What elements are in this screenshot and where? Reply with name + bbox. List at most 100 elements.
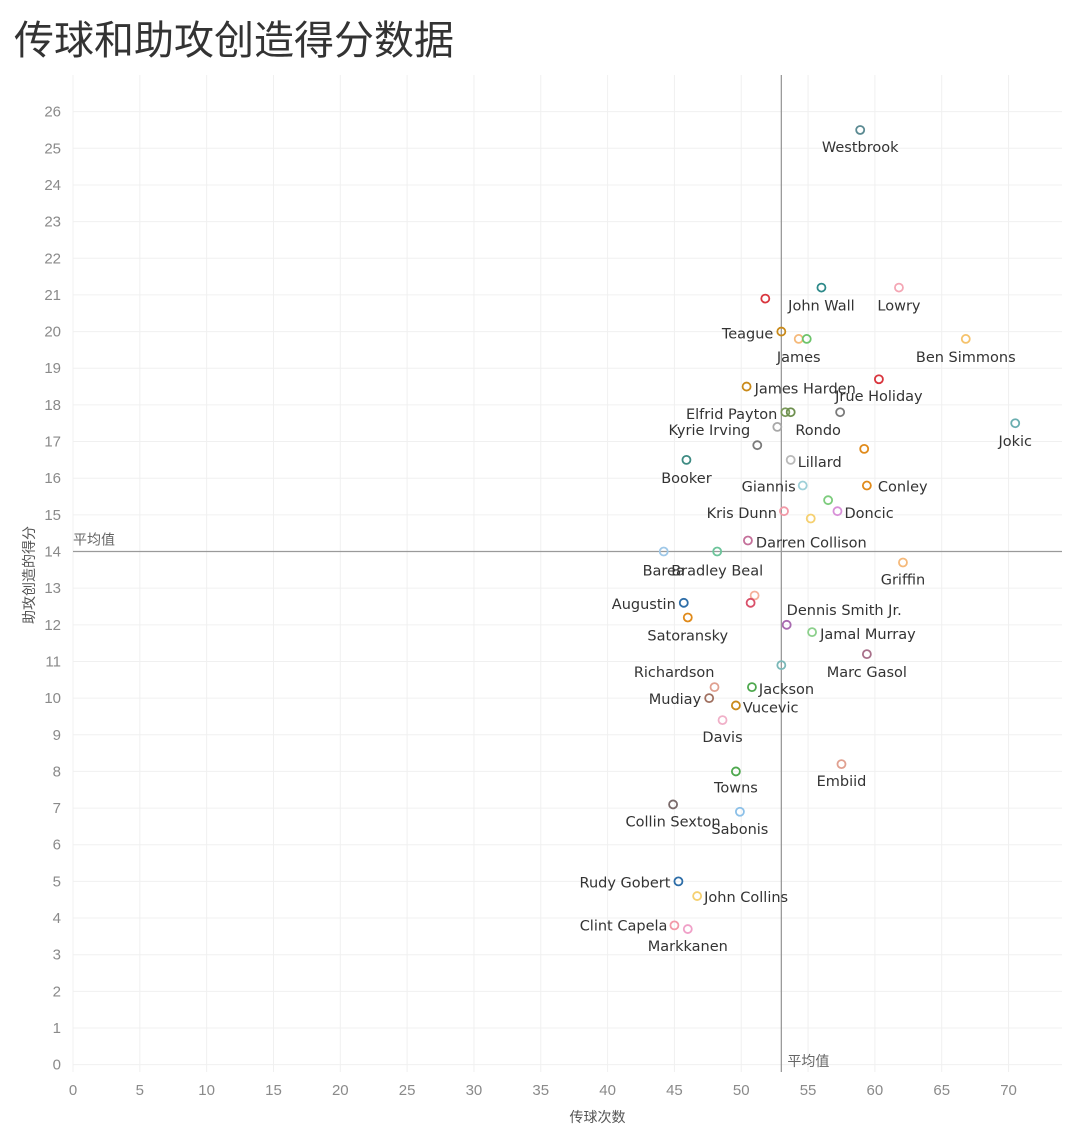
x-tick-label: 70	[1000, 1082, 1017, 1099]
data-point	[780, 407, 791, 418]
data-label: Jackson	[758, 682, 814, 698]
data-point	[747, 682, 757, 693]
data-point	[752, 440, 763, 451]
y-axis-title: 助攻创造的得分	[21, 526, 38, 624]
data-label: Ben Simmons	[916, 350, 1016, 366]
data-label: Griffin	[881, 573, 925, 589]
y-tick-label: 15	[44, 507, 61, 524]
data-label: Rondo	[795, 423, 841, 439]
data-label: Booker	[661, 471, 711, 487]
data-label: John Collins	[703, 890, 788, 906]
y-tick-label: 19	[44, 360, 61, 377]
data-label: Vucevic	[743, 700, 799, 716]
y-tick-label: 13	[44, 580, 61, 597]
data-point	[835, 407, 846, 418]
data-point	[797, 480, 808, 491]
data-point	[776, 660, 787, 671]
y-tick-label: 7	[53, 800, 61, 817]
data-label: Westbrook	[822, 140, 899, 156]
data-point	[772, 421, 783, 432]
data-point	[658, 546, 669, 557]
y-tick-label: 8	[53, 763, 61, 780]
data-label: Lowry	[877, 299, 921, 315]
data-point	[816, 282, 827, 293]
data-point	[785, 407, 796, 418]
data-point	[805, 513, 816, 524]
data-point	[735, 806, 745, 817]
data-label: Rudy Gobert	[580, 875, 671, 891]
data-point	[801, 334, 812, 344]
data-label: Richardson	[634, 665, 715, 681]
data-point	[807, 627, 817, 638]
data-label: Collin Sexton	[626, 814, 721, 830]
data-label: Satoransky	[647, 628, 728, 644]
data-point	[692, 891, 703, 901]
y-tick-label: 1	[53, 1020, 61, 1037]
data-point	[668, 799, 678, 810]
data-point	[730, 700, 741, 711]
data-label: Lillard	[798, 455, 842, 471]
reference-lines	[73, 75, 1062, 1072]
data-point	[960, 334, 971, 344]
x-axis-title: 传球次数	[570, 1110, 626, 1126]
x-tick-label: 60	[867, 1082, 884, 1099]
data-point	[743, 535, 753, 546]
x-tick-label: 30	[466, 1082, 483, 1099]
data-label: Bradley Beal	[671, 564, 763, 580]
data-point	[855, 125, 866, 135]
y-tick-label: 25	[44, 140, 61, 157]
page-title: 传球和助攻创造得分数据	[14, 18, 454, 64]
data-label: Barea	[643, 564, 685, 580]
data-label: Kris Dunn	[707, 506, 777, 522]
data-label: Towns	[713, 780, 758, 796]
data-point	[682, 612, 693, 623]
data-point	[681, 454, 692, 465]
data-label: Conley	[878, 480, 928, 496]
grid	[72, 75, 1062, 1072]
data-points	[658, 125, 1021, 934]
data-point	[781, 619, 792, 630]
data-label: Clint Capela	[580, 918, 668, 934]
data-label: James	[776, 350, 821, 366]
y-tick-label: 12	[44, 617, 61, 634]
data-point	[874, 374, 884, 385]
data-point	[741, 381, 752, 392]
x-tick-label: 20	[332, 1082, 349, 1099]
data-point	[1010, 418, 1021, 429]
data-point	[776, 326, 787, 337]
x-average-label: 平均值	[787, 1054, 829, 1070]
x-tick-label: 50	[733, 1082, 750, 1099]
y-tick-label: 21	[44, 287, 61, 304]
x-tick-label: 5	[136, 1082, 144, 1099]
x-tick-label: 10	[198, 1082, 215, 1099]
y-tick-label: 0	[53, 1057, 61, 1074]
y-tick-label: 26	[44, 104, 61, 121]
x-tick-label: 35	[532, 1082, 549, 1099]
data-point	[836, 759, 847, 770]
y-tick-label: 18	[44, 397, 61, 414]
y-tick-label: 6	[53, 837, 61, 854]
data-point	[678, 597, 689, 608]
data-label: Giannis	[742, 480, 796, 496]
y-tick-label: 24	[44, 177, 61, 194]
data-label: Doncic	[844, 506, 893, 522]
x-tick-label: 15	[265, 1082, 282, 1099]
y-tick-label: 22	[44, 250, 61, 267]
x-tick-label: 65	[933, 1082, 950, 1099]
y-tick-label: 23	[44, 214, 61, 231]
data-label: Sabonis	[711, 822, 768, 838]
data-point	[861, 480, 872, 491]
y-tick-label: 10	[44, 690, 61, 707]
x-tick-label: 55	[800, 1082, 817, 1099]
data-point	[717, 715, 728, 726]
data-point	[730, 766, 741, 777]
data-label: Elfrid Payton	[686, 407, 777, 423]
data-point	[779, 506, 789, 517]
data-label: Jamal Murray	[819, 627, 916, 643]
data-point	[669, 920, 680, 931]
data-label: Jrue Holiday	[834, 389, 923, 405]
data-point	[709, 682, 720, 693]
y-tick-label: 2	[53, 983, 61, 1000]
y-average-label: 平均值	[73, 533, 115, 549]
